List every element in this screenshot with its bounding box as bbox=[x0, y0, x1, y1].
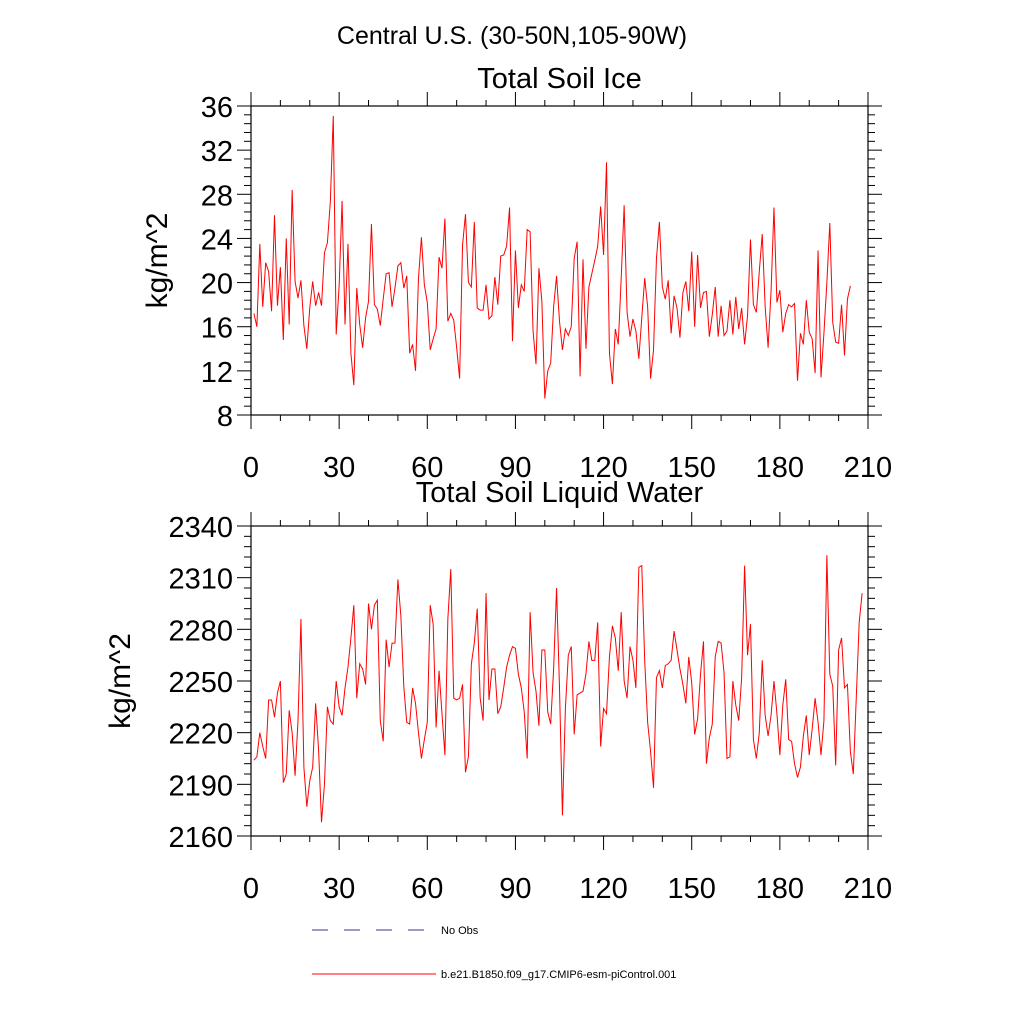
panel-total-soil-ice: Total Soil Ice kg/m^2 0 30 60 90 120 150 180 210 8… bbox=[141, 63, 892, 484]
legend: No Obs b.e21.B1850.f09_g17.CMIP6-esm-piCo… bbox=[312, 925, 676, 981]
plot-frame bbox=[250, 105, 869, 416]
chart-title: Total Soil Liquid Water bbox=[416, 477, 704, 509]
y-tick-label: 28 bbox=[201, 180, 233, 212]
x-tick-label: 210 bbox=[844, 873, 892, 905]
x-tick-label: 0 bbox=[243, 452, 259, 484]
legend-label: b.e21.B1850.f09_g17.CMIP6-esm-piControl.… bbox=[441, 969, 676, 981]
axis-ticks bbox=[237, 512, 882, 850]
x-tick-label: 30 bbox=[323, 873, 355, 905]
y-tick-label: 32 bbox=[201, 136, 233, 168]
x-tick-label: 150 bbox=[668, 452, 716, 484]
legend-label: No Obs bbox=[441, 925, 479, 937]
y-tick-label: 20 bbox=[201, 269, 233, 301]
x-tick-label: 0 bbox=[243, 873, 259, 905]
legend-entry: b.e21.B1850.f09_g17.CMIP6-esm-piControl.… bbox=[312, 969, 676, 981]
y-tick-label: 2280 bbox=[168, 615, 233, 647]
x-tick-label: 180 bbox=[756, 873, 804, 905]
x-tick-label: 150 bbox=[668, 873, 716, 905]
axis-ticks bbox=[237, 92, 882, 429]
y-tick-label: 12 bbox=[201, 357, 233, 389]
y-tick-label: 8 bbox=[217, 401, 233, 433]
x-tick-label: 180 bbox=[756, 452, 804, 484]
y-tick-label: 2220 bbox=[168, 719, 233, 751]
y-tick-label: 2190 bbox=[168, 770, 233, 802]
y-axis-label: kg/m^2 bbox=[104, 633, 137, 729]
x-tick-label: 90 bbox=[499, 452, 531, 484]
series-line bbox=[253, 555, 863, 823]
y-tick-label: 2310 bbox=[168, 564, 233, 596]
y-tick-label: 2250 bbox=[168, 667, 233, 699]
y-axis-label: kg/m^2 bbox=[141, 213, 174, 309]
y-tick-label: 24 bbox=[201, 224, 233, 256]
y-tick-label: 2340 bbox=[168, 512, 233, 544]
x-tick-label: 30 bbox=[323, 452, 355, 484]
figure-suptitle: Central U.S. (30-50N,105-90W) bbox=[337, 22, 687, 50]
x-tick-label: 210 bbox=[844, 452, 892, 484]
series-line bbox=[253, 115, 851, 399]
x-tick-label: 60 bbox=[411, 452, 443, 484]
x-tick-label: 120 bbox=[579, 873, 627, 905]
chart-title: Total Soil Ice bbox=[477, 63, 641, 95]
y-tick-label: 36 bbox=[201, 92, 233, 124]
x-tick-label: 90 bbox=[499, 873, 531, 905]
y-tick-label: 2160 bbox=[168, 822, 233, 854]
x-tick-label: 60 bbox=[411, 873, 443, 905]
legend-entry: No Obs bbox=[312, 925, 479, 937]
panel-total-soil-liquid-water: Total Soil Liquid Water kg/m^2 0 30 60 90 120 1… bbox=[104, 477, 892, 905]
x-tick-label: 120 bbox=[579, 452, 627, 484]
y-tick-label: 16 bbox=[201, 313, 233, 345]
